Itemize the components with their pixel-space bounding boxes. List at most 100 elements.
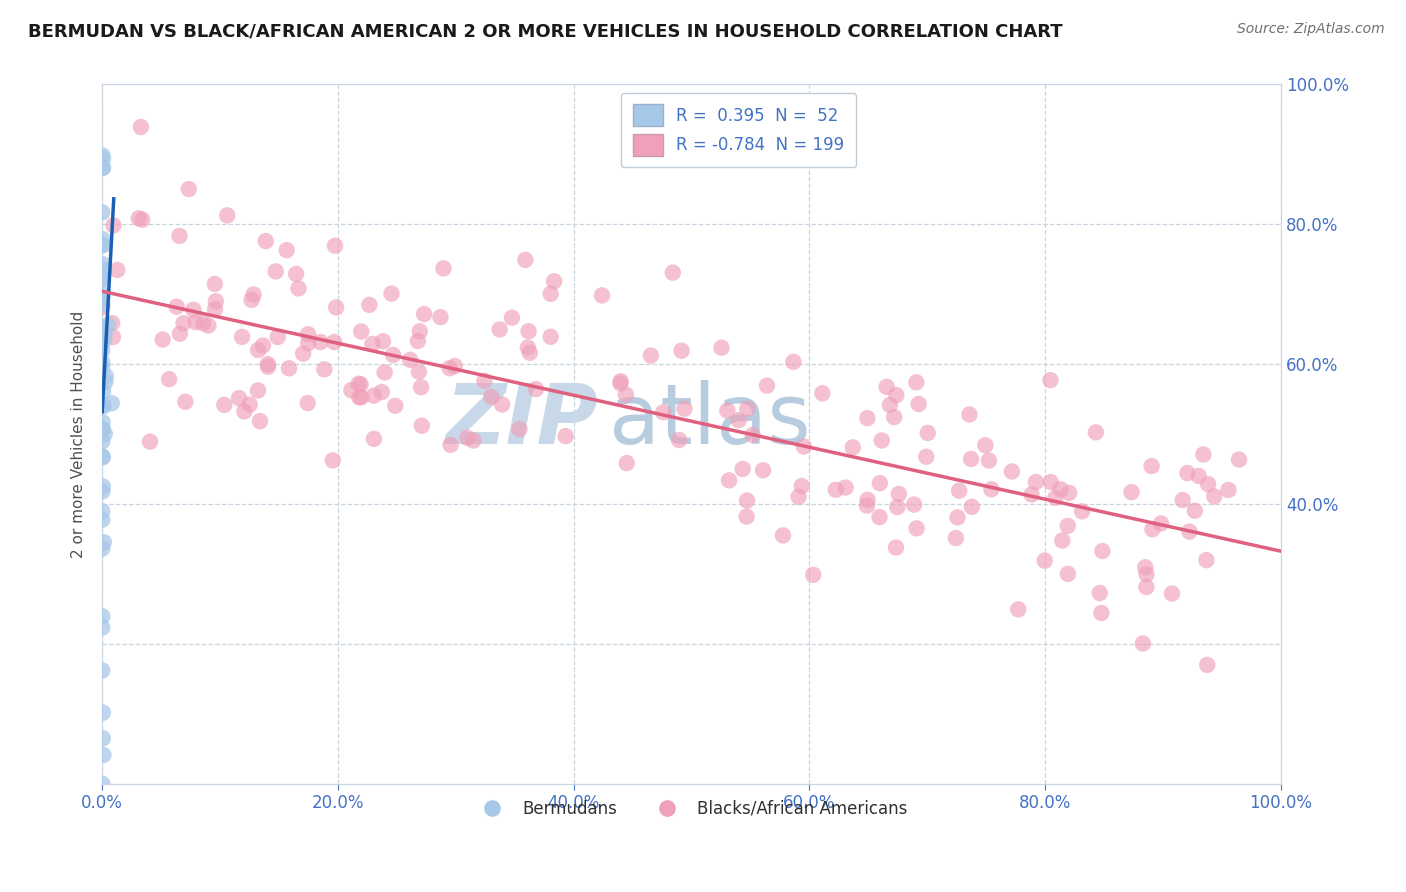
Point: [157, 372, 180, 386]
Point: [91, 161, 114, 175]
Point: [94, 63, 117, 78]
Point: [903, 498, 925, 512]
Point: [782, 355, 804, 369]
Point: [91, 360, 114, 375]
Point: [91, 450, 114, 464]
Point: [524, 382, 547, 396]
Point: [349, 390, 371, 404]
Point: [479, 390, 502, 404]
Point: [554, 429, 576, 443]
Point: [91, 232, 114, 246]
Point: [491, 397, 513, 411]
Point: [131, 212, 153, 227]
Point: [1049, 483, 1071, 497]
Point: [172, 316, 194, 330]
Point: [1039, 475, 1062, 489]
Legend: Bermudans, Blacks/African Americans: Bermudans, Blacks/African Americans: [470, 793, 914, 824]
Point: [1178, 524, 1201, 539]
Point: [287, 281, 309, 295]
Point: [591, 288, 613, 302]
Point: [94, 326, 117, 340]
Point: [91, 398, 114, 412]
Point: [662, 266, 685, 280]
Point: [94, 375, 117, 389]
Point: [94, 427, 117, 442]
Point: [169, 326, 191, 341]
Point: [735, 509, 758, 524]
Point: [519, 345, 541, 359]
Point: [834, 481, 856, 495]
Point: [540, 286, 562, 301]
Point: [233, 404, 256, 418]
Point: [184, 315, 207, 329]
Point: [406, 334, 429, 348]
Point: [1135, 567, 1157, 582]
Point: [91, 290, 114, 304]
Point: [540, 330, 562, 344]
Point: [91, 731, 114, 746]
Point: [325, 301, 347, 315]
Point: [93, 399, 115, 413]
Point: [905, 521, 928, 535]
Point: [91, 384, 114, 399]
Point: [886, 388, 908, 402]
Point: [408, 365, 430, 379]
Point: [292, 346, 315, 360]
Point: [614, 388, 637, 402]
Point: [772, 528, 794, 542]
Point: [297, 396, 319, 410]
Point: [363, 389, 385, 403]
Point: [1045, 491, 1067, 505]
Point: [1195, 553, 1218, 567]
Point: [1161, 586, 1184, 600]
Point: [205, 294, 228, 309]
Point: [1140, 458, 1163, 473]
Point: [793, 440, 815, 454]
Point: [204, 277, 226, 291]
Point: [166, 300, 188, 314]
Point: [668, 433, 690, 447]
Point: [1091, 544, 1114, 558]
Point: [1025, 475, 1047, 489]
Point: [824, 483, 846, 497]
Point: [349, 377, 371, 392]
Point: [501, 310, 523, 325]
Point: [731, 462, 754, 476]
Point: [811, 386, 834, 401]
Point: [309, 334, 332, 349]
Point: [91, 343, 114, 358]
Point: [91, 434, 114, 449]
Point: [91, 285, 114, 300]
Point: [297, 336, 319, 351]
Point: [97, 318, 120, 332]
Point: [239, 398, 262, 412]
Point: [183, 302, 205, 317]
Point: [870, 434, 893, 448]
Point: [1088, 586, 1111, 600]
Point: [1132, 636, 1154, 650]
Point: [278, 361, 301, 376]
Point: [1071, 504, 1094, 518]
Point: [801, 567, 824, 582]
Point: [887, 487, 910, 501]
Point: [297, 327, 319, 342]
Point: [1204, 490, 1226, 504]
Point: [1171, 493, 1194, 508]
Point: [727, 413, 749, 427]
Point: [249, 414, 271, 428]
Text: BERMUDAN VS BLACK/AFRICAN AMERICAN 2 OR MORE VEHICLES IN HOUSEHOLD CORRELATION C: BERMUDAN VS BLACK/AFRICAN AMERICAN 2 OR …: [28, 22, 1063, 40]
Point: [735, 401, 758, 416]
Point: [103, 63, 125, 78]
Point: [101, 330, 124, 344]
Point: [91, 161, 114, 175]
Point: [91, 609, 114, 624]
Point: [191, 316, 214, 330]
Point: [91, 484, 114, 499]
Point: [91, 504, 114, 518]
Point: [91, 398, 114, 412]
Point: [456, 431, 478, 445]
Point: [907, 397, 929, 411]
Point: [409, 380, 432, 394]
Point: [322, 453, 344, 467]
Point: [91, 272, 114, 286]
